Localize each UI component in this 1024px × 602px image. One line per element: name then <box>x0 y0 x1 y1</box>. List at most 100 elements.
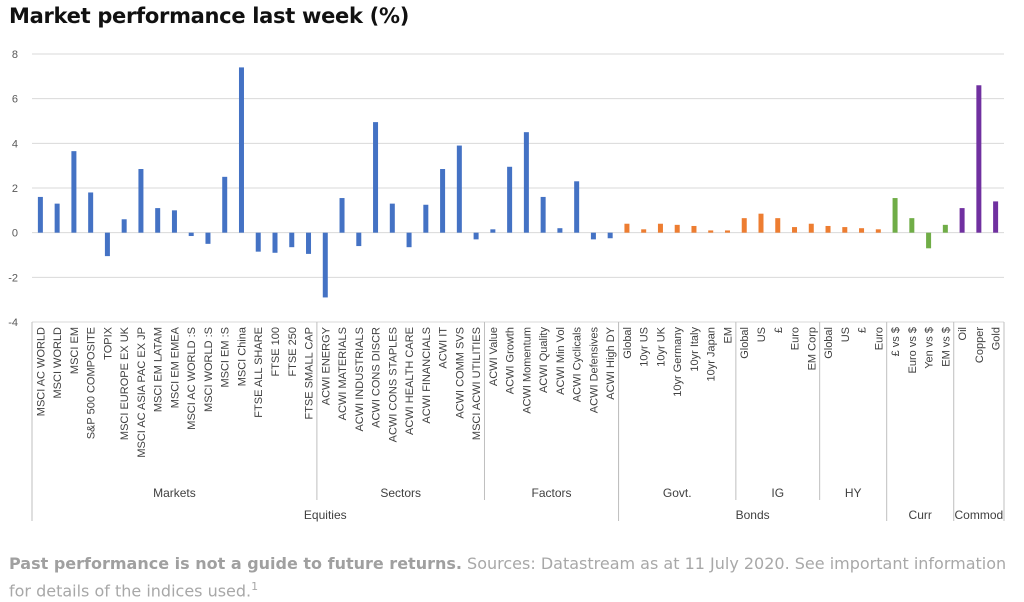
bar <box>708 230 714 233</box>
bar <box>104 232 110 257</box>
footnote: Past performance is not a guide to futur… <box>9 552 1014 602</box>
x-tick-label: ACWI High DY <box>605 326 617 399</box>
x-tick-label: Global <box>622 327 634 359</box>
subgroup-label: IG <box>771 486 784 500</box>
bar <box>222 176 228 233</box>
x-tick-label: 10yr Japan <box>706 327 718 381</box>
bar <box>607 232 613 239</box>
bar <box>373 122 379 233</box>
bar <box>942 224 948 233</box>
bar <box>808 223 814 233</box>
bar <box>473 232 479 240</box>
bar <box>976 85 982 233</box>
x-tick-label: ACWI Cyclicals <box>572 327 584 403</box>
x-tick-label: US <box>756 327 768 342</box>
x-axis-labels: MSCI AC WORLD MSCI WORLD MSCI EM S&P 500 CO… <box>35 326 1002 458</box>
y-tick-label: 0 <box>12 228 18 240</box>
bar <box>758 213 764 233</box>
x-tick-label: MSCI EM LATAM <box>153 327 165 412</box>
bar <box>724 230 730 233</box>
x-tick-label: MSCI AC ASIA PAC EX JP <box>136 327 148 458</box>
x-tick-label: Global <box>823 327 835 359</box>
bar <box>909 218 915 233</box>
x-tick-label: Euro <box>790 327 802 350</box>
subgroup-label: Sectors <box>380 486 421 500</box>
bar <box>540 196 546 233</box>
x-tick-label: EM Corp <box>806 327 818 370</box>
x-tick-label: 10yr UK <box>655 326 667 366</box>
y-tick-label: 4 <box>12 138 18 150</box>
bar <box>825 225 831 233</box>
x-tick-label: FTSE SMALL CAP <box>304 327 316 420</box>
footnote-superscript: 1 <box>251 580 259 593</box>
x-tick-label: EM <box>722 327 734 344</box>
x-tick-label: MSCI AC WORLD <box>35 327 47 416</box>
bar <box>121 219 127 233</box>
x-tick-label: ACWI Min Vol <box>555 327 567 395</box>
bar <box>205 232 211 244</box>
bar <box>523 132 529 233</box>
bar <box>859 228 865 233</box>
x-tick-label: Euro <box>873 327 885 350</box>
x-tick-label: ACWI CONS DISCR <box>371 327 383 428</box>
group-label: Curr <box>909 508 932 522</box>
x-tick-label: ACWI ENERGY <box>320 326 332 405</box>
x-tick-label: Euro vs $ <box>907 327 919 373</box>
x-tick-label: FTSE 250 <box>287 327 299 377</box>
x-tick-label: 10yr Italy <box>689 327 701 372</box>
y-tick-label: 6 <box>12 94 18 106</box>
bar <box>557 228 563 233</box>
x-tick-label: Gold <box>991 327 1003 350</box>
x-tick-label: ACWI CONS STAPLES <box>387 327 399 442</box>
x-tick-label: ACWI Defensives <box>588 327 600 414</box>
x-tick-label: MSCI EUROPE EX UK <box>119 326 131 440</box>
bar <box>389 203 395 233</box>
x-tick-label: 10yr US <box>639 327 651 367</box>
x-tick-label: TOPIX <box>102 326 114 359</box>
x-tick-label: S&P 500 COMPOSITE <box>86 327 98 439</box>
footnote-bold: Past performance is not a guide to futur… <box>9 554 462 573</box>
x-tick-label: FTSE 100 <box>270 327 282 377</box>
x-tick-label: ACWI Momentum <box>521 327 533 414</box>
bar <box>406 232 412 248</box>
x-tick-label: MSCI ACWI UTILITIES <box>471 327 483 440</box>
subgroup-label: Govt. <box>663 486 692 500</box>
y-tick-label: -2 <box>8 272 18 284</box>
footnote-text: Sources: Datastream as at 11 July 2020. … <box>9 554 1007 601</box>
x-tick-label: 10yr Germany <box>672 327 684 397</box>
x-tick-label: US <box>840 327 852 342</box>
x-tick-label: ACWI INDUSTRIALS <box>354 327 366 432</box>
x-tick-label: MSCI EM :S <box>220 327 232 388</box>
x-tick-label: ACWI FINANCIALS <box>421 327 433 424</box>
x-tick-label: MSCI WORLD <box>52 327 64 399</box>
subgroup-label: HY <box>845 486 862 500</box>
bar <box>71 151 77 233</box>
group-label: Equities <box>304 508 347 522</box>
bar <box>657 223 663 233</box>
y-tick-label: 8 <box>12 49 18 61</box>
bar <box>171 210 177 233</box>
x-tick-label: Yen vs $ <box>924 327 936 369</box>
bar <box>959 208 965 233</box>
subgroup-label: Factors <box>532 486 572 500</box>
x-tick-label: Global <box>739 327 751 359</box>
x-tick-label: £ <box>857 327 869 333</box>
x-tick-label: ACWI MATERIALS <box>337 327 349 420</box>
x-tick-label: MSCI EM EMEA <box>169 326 181 408</box>
bar <box>37 196 43 233</box>
bar <box>54 203 60 233</box>
category-groups: Markets Sectors Factors Govt. IG HY Equities Bo… <box>31 322 1005 522</box>
y-axis: -4 -2 0 2 4 6 8 <box>8 49 18 329</box>
x-tick-label: ACWI Growth <box>505 327 517 394</box>
bar <box>674 224 680 233</box>
bar <box>490 229 496 233</box>
x-tick-label: Oil <box>957 327 969 340</box>
bar <box>892 198 898 233</box>
subgroup-label: Markets <box>153 486 196 500</box>
bar <box>238 67 244 233</box>
bar <box>322 232 328 298</box>
bar <box>356 232 362 247</box>
bar <box>339 198 345 233</box>
bar <box>792 227 798 233</box>
x-tick-label: ACWI IT <box>438 327 450 369</box>
